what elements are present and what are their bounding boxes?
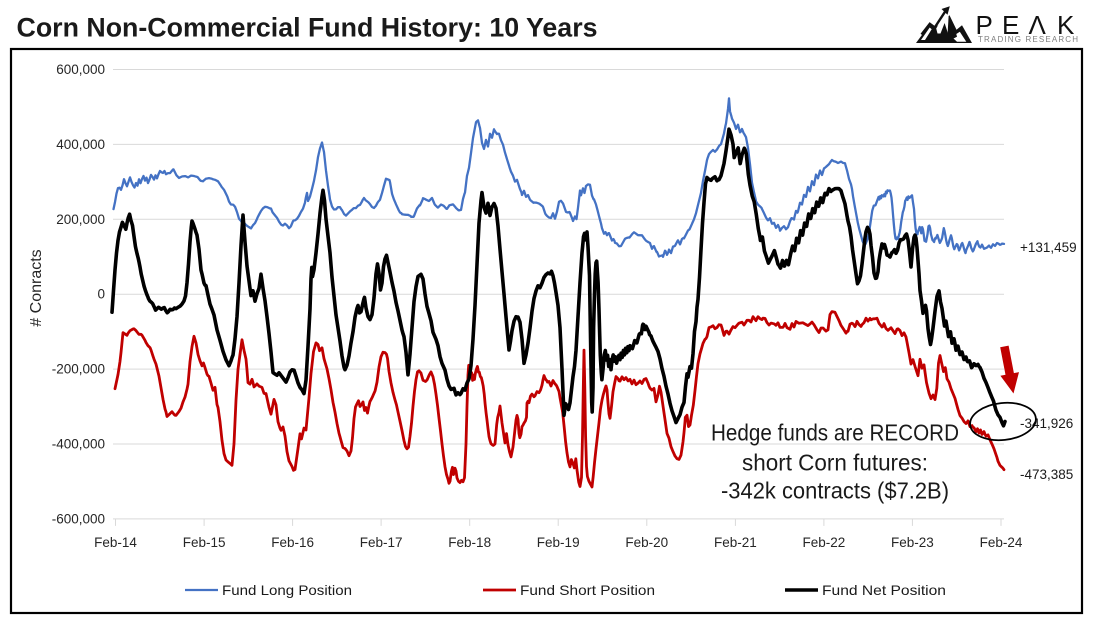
svg-text:-473,385: -473,385 [1020, 467, 1073, 482]
svg-text:Feb-19: Feb-19 [537, 535, 580, 550]
svg-text:-600,000: -600,000 [52, 511, 105, 526]
svg-text:E: E [1002, 10, 1019, 40]
svg-text:-341,926: -341,926 [1020, 416, 1073, 431]
svg-text:400,000: 400,000 [56, 137, 105, 152]
svg-text:-342k contracts ($7.2B): -342k contracts ($7.2B) [721, 478, 949, 504]
svg-text:600,000: 600,000 [56, 62, 105, 77]
svg-text:TRADING RESEARCH: TRADING RESEARCH [978, 35, 1078, 44]
svg-text:Feb-21: Feb-21 [714, 535, 757, 550]
svg-text:Feb-15: Feb-15 [183, 535, 226, 550]
svg-text:Fund Short Position: Fund Short Position [520, 582, 655, 598]
svg-text:Λ: Λ [1029, 10, 1047, 40]
svg-text:Feb-23: Feb-23 [891, 535, 934, 550]
svg-text:# Conracts: # Conracts [28, 249, 45, 326]
svg-text:Fund Long Position: Fund Long Position [222, 582, 352, 598]
svg-text:K: K [1057, 10, 1075, 40]
svg-text:Corn Non-Commercial Fund Histo: Corn Non-Commercial Fund History: 10 Yea… [17, 13, 598, 43]
svg-text:Feb-16: Feb-16 [271, 535, 314, 550]
svg-text:Feb-14: Feb-14 [94, 535, 137, 550]
svg-text:Feb-22: Feb-22 [803, 535, 846, 550]
svg-text:Feb-18: Feb-18 [448, 535, 491, 550]
svg-text:Fund Net Position: Fund Net Position [822, 582, 946, 598]
svg-text:200,000: 200,000 [56, 212, 105, 227]
svg-text:short Corn futures:: short Corn futures: [742, 450, 928, 476]
svg-text:+131,459: +131,459 [1020, 240, 1077, 255]
svg-text:Hedge funds are RECORD: Hedge funds are RECORD [711, 420, 959, 446]
svg-text:Feb-20: Feb-20 [625, 535, 668, 550]
svg-text:P: P [976, 10, 993, 40]
svg-text:-400,000: -400,000 [52, 437, 105, 452]
svg-text:Feb-24: Feb-24 [980, 535, 1023, 550]
svg-text:Feb-17: Feb-17 [360, 535, 403, 550]
svg-text:-200,000: -200,000 [52, 362, 105, 377]
svg-text:0: 0 [97, 287, 105, 302]
